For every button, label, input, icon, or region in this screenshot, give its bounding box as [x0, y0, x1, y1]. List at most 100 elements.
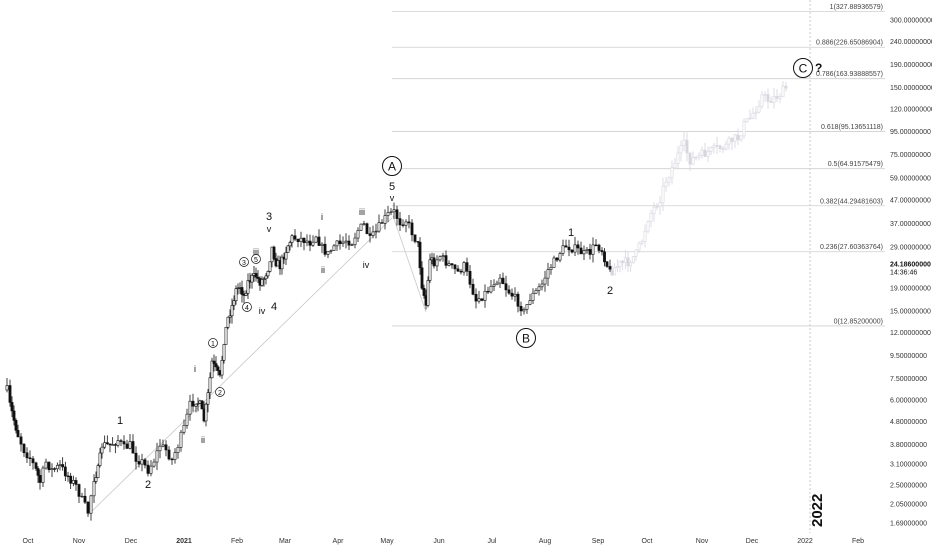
y-tick-label: 7.50000000	[890, 376, 927, 383]
candles[interactable]	[5, 202, 612, 521]
x-tick-label: May	[380, 538, 394, 545]
wave-label-major[interactable]: 2	[145, 479, 151, 491]
candle-body	[335, 240, 339, 247]
candle-body	[338, 240, 342, 245]
wave-label-circled[interactable]: 4	[245, 305, 249, 312]
candle-body	[347, 240, 351, 246]
grid-layer: 2022	[809, 0, 826, 533]
candle-body	[220, 360, 224, 376]
candle-body	[323, 243, 327, 255]
y-tick-label: 1.69000000	[890, 521, 927, 528]
candle-body	[125, 443, 129, 449]
candle-body	[167, 449, 171, 460]
wave-label-minor[interactable]: iii	[253, 247, 259, 257]
wave-label-minor[interactable]: iii	[359, 207, 365, 217]
y-tick-label: 2.05000000	[890, 502, 927, 509]
candle-body	[296, 238, 300, 242]
candle-body	[240, 287, 244, 295]
candle-body	[447, 263, 451, 266]
candle-body	[89, 495, 93, 514]
wave-label-circled[interactable]: 5	[254, 257, 258, 264]
wave-label-minor[interactable]: i	[194, 364, 196, 374]
candle-body	[432, 257, 436, 267]
candle-body	[332, 245, 336, 251]
candle-body	[540, 283, 544, 288]
fib-level-label: 0(12.85200000)	[834, 318, 883, 325]
wave-label-major[interactable]: 4	[271, 301, 277, 313]
projection-candle-body	[667, 177, 671, 183]
candle-body	[204, 403, 208, 422]
fib-level-label: 1(327.88936579)	[830, 4, 883, 11]
candle-body	[71, 480, 75, 484]
wave-label-major[interactable]: 1	[117, 415, 123, 427]
wave-label-major[interactable]: 5	[389, 181, 395, 193]
wave-circle-marker	[208, 338, 218, 348]
candle-body	[305, 240, 309, 244]
candle-body	[453, 264, 457, 270]
projection-candle-body	[718, 145, 722, 149]
x-tick-label: Nov	[73, 538, 86, 545]
wave-circle-marker	[251, 254, 261, 264]
y-tick-label: 9.50000000	[890, 353, 927, 360]
x-tick-label: Apr	[333, 538, 345, 545]
candle-body	[5, 385, 9, 391]
projection-candle-body	[649, 213, 653, 222]
time-axis[interactable]: Oct Nov Dec 2021 Feb Mar Apr May Jun Jul Aug Sep Oct…	[23, 538, 865, 545]
candle-body	[266, 271, 270, 277]
candle-body	[228, 315, 232, 318]
candle-body	[525, 304, 529, 310]
wave-label-minor[interactable]: iv	[259, 306, 266, 316]
wave-label-major[interactable]: 2	[607, 285, 613, 297]
wave-label-minor[interactable]: v	[390, 193, 395, 203]
projection-candle-body	[643, 230, 647, 242]
projection-candle-body	[676, 152, 680, 164]
projection-candle-body	[688, 152, 692, 165]
candle-body	[119, 440, 123, 442]
candle-body	[353, 237, 357, 246]
wave-label-circled[interactable]: 3	[242, 260, 246, 267]
candle-body	[543, 277, 547, 285]
candle-body	[528, 300, 532, 305]
projection-candle-body	[709, 147, 713, 152]
candle-body	[61, 464, 65, 468]
candle-body	[34, 462, 38, 469]
wave-label-abc[interactable]: C	[799, 61, 808, 75]
fib-level-label: 0.5(64.91575479)	[828, 161, 883, 168]
candle-body	[438, 256, 442, 261]
wave-label-major[interactable]: 3	[266, 211, 272, 223]
candle-body	[392, 209, 396, 213]
candle-body	[284, 252, 288, 260]
candle-body	[8, 385, 12, 403]
y-tick-label: 3.80000000	[890, 442, 927, 449]
candle-body	[206, 392, 210, 405]
projection-candle-body	[754, 111, 758, 114]
candle-body	[222, 344, 226, 361]
candle-body	[108, 443, 112, 446]
wave-label-minor[interactable]: v	[267, 224, 272, 234]
wave-label-minor[interactable]: iv	[363, 260, 370, 270]
wave-label-minor[interactable]: ii	[321, 265, 325, 275]
candle-body	[55, 465, 59, 470]
candle-body	[359, 223, 363, 231]
wave-label-major[interactable]: 1	[568, 227, 574, 239]
candle-body	[549, 267, 553, 270]
fib-retracement[interactable]: 1(327.88936579) 0.886(226.65086904) 0.786(…	[392, 4, 885, 327]
wave-label-abc[interactable]: A	[388, 159, 396, 173]
wave-label-circled[interactable]: 1	[211, 341, 215, 348]
candle-body	[143, 459, 147, 466]
price-axis[interactable]: 380.00000000 300.00000000 240.00000000 190.…	[890, 0, 932, 528]
candle-body	[308, 240, 312, 246]
wave-label-minor[interactable]: i	[321, 212, 323, 222]
candle-body	[12, 410, 16, 421]
wave-label-minor[interactable]: ii	[201, 435, 205, 445]
wave-label-circled[interactable]: 2	[218, 390, 222, 397]
projection-candle-body	[703, 149, 707, 157]
candle-body	[208, 377, 212, 393]
projection-candle-body	[682, 139, 686, 146]
candle-body	[302, 237, 306, 244]
candle-body	[386, 212, 390, 216]
candle-body	[164, 444, 168, 451]
wave-label-abc[interactable]: B	[522, 331, 530, 345]
